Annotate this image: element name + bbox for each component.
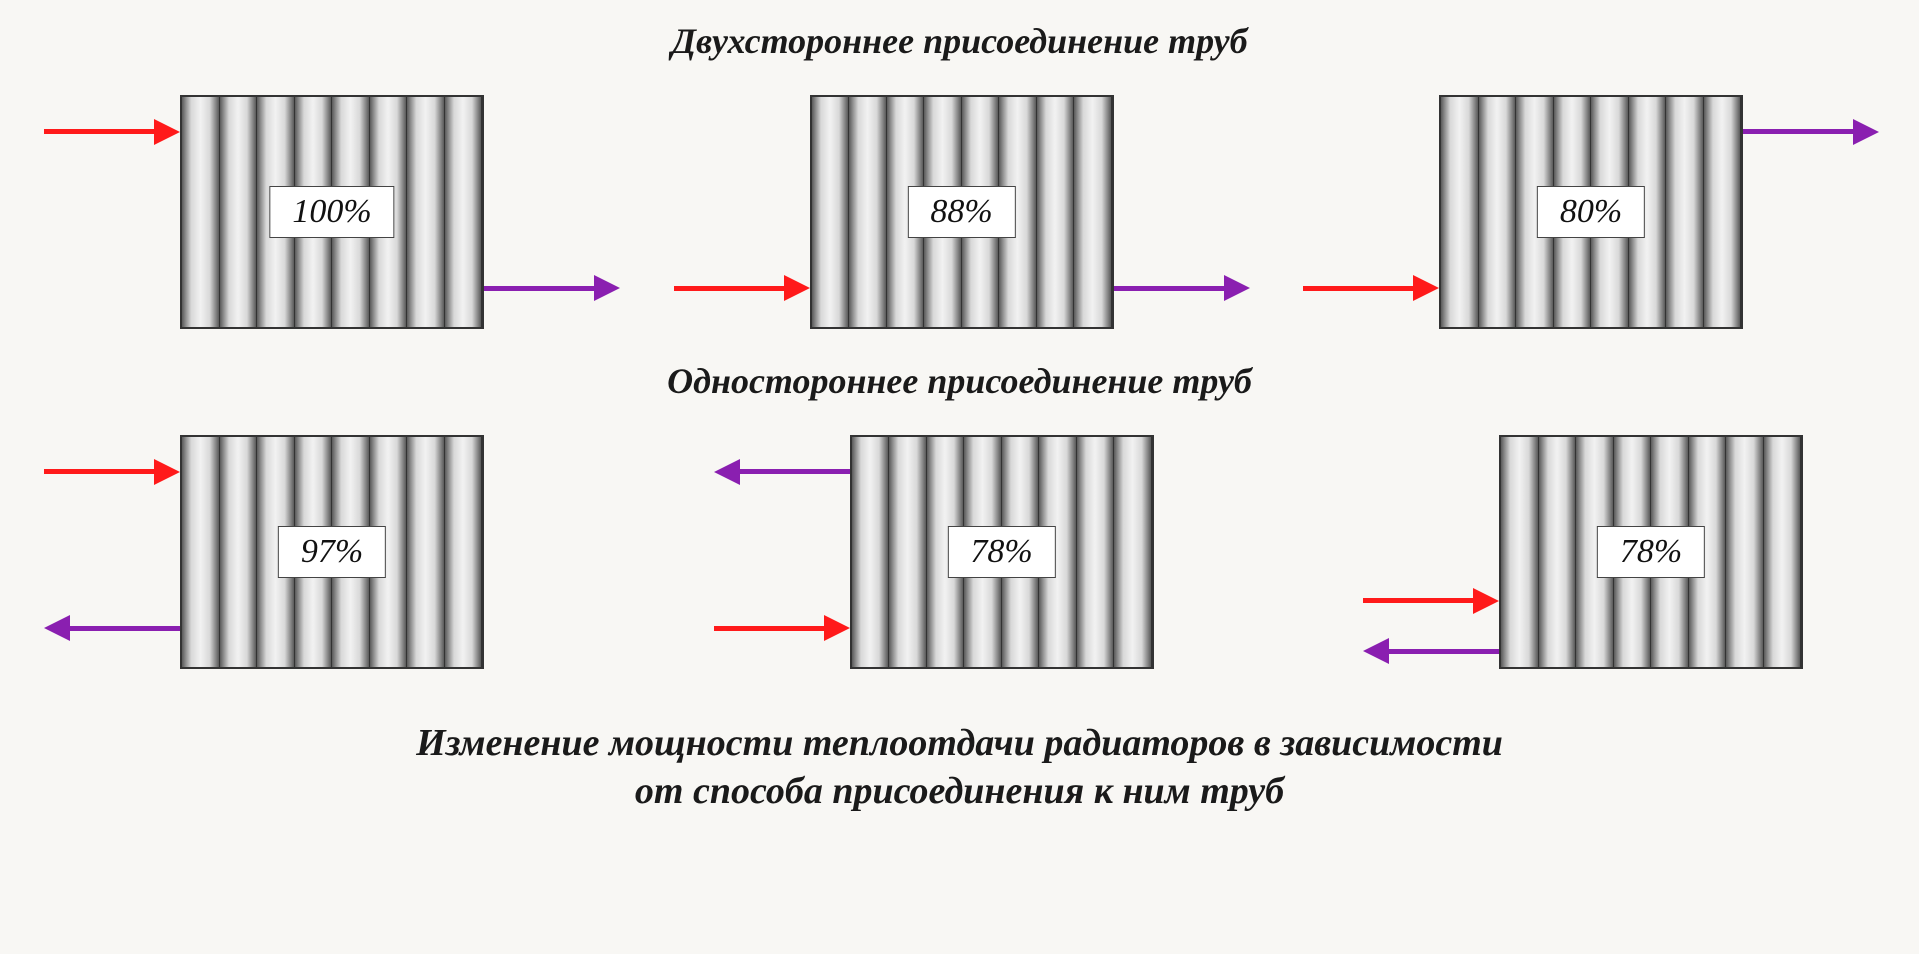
radiator: 100%	[180, 95, 484, 329]
radiator-fin	[407, 437, 445, 667]
efficiency-label: 97%	[278, 526, 386, 578]
arrow-shaft	[44, 469, 154, 474]
efficiency-label: 80%	[1537, 186, 1645, 238]
arrow-shaft	[1389, 649, 1499, 654]
section-title-1: Двухстороннее присоединение труб	[40, 20, 1879, 62]
radiator: 78%	[1499, 435, 1803, 669]
caption-line-2: от способа присоединения к ним труб	[635, 770, 1284, 812]
unit-0-1: 88%	[690, 80, 1230, 340]
row-two-sided: 100% 88% 80%	[60, 80, 1859, 340]
radiator-fin	[182, 437, 220, 667]
radiator-fin	[407, 97, 445, 327]
arrow-head-icon	[44, 615, 70, 641]
arrow-head-icon	[824, 615, 850, 641]
unit-1-2: 78%	[1319, 420, 1859, 680]
radiator-fin	[1764, 437, 1802, 667]
arrow-shaft	[484, 286, 594, 291]
radiator: 80%	[1439, 95, 1743, 329]
radiator-fin	[445, 437, 483, 667]
radiator: 88%	[810, 95, 1114, 329]
arrow-shaft	[1743, 129, 1853, 134]
efficiency-label: 88%	[907, 186, 1015, 238]
radiator-fin	[1704, 97, 1742, 327]
arrow-head-icon	[154, 459, 180, 485]
arrow-head-icon	[1853, 119, 1879, 145]
radiator-fin	[889, 437, 927, 667]
efficiency-label: 100%	[269, 186, 394, 238]
arrow-head-icon	[1413, 275, 1439, 301]
arrow-head-icon	[594, 275, 620, 301]
radiator-fin	[1726, 437, 1764, 667]
radiator-fin	[220, 437, 258, 667]
radiator-fin	[1441, 97, 1479, 327]
arrow-shaft	[740, 469, 850, 474]
radiator-fin	[849, 97, 887, 327]
radiator-fin	[1037, 97, 1075, 327]
arrow-head-icon	[1363, 638, 1389, 664]
arrow-shaft	[1114, 286, 1224, 291]
radiator-fin	[1077, 437, 1115, 667]
row-one-sided: 97% 78% 78%	[60, 420, 1859, 680]
arrow-head-icon	[1224, 275, 1250, 301]
radiator: 97%	[180, 435, 484, 669]
arrow-head-icon	[784, 275, 810, 301]
arrow-shaft	[674, 286, 784, 291]
arrow-shaft	[714, 626, 824, 631]
arrow-shaft	[70, 626, 180, 631]
efficiency-label: 78%	[947, 526, 1055, 578]
radiator-fin	[1539, 437, 1577, 667]
radiator-fin	[1114, 437, 1152, 667]
arrow-head-icon	[714, 459, 740, 485]
unit-1-0: 97%	[60, 420, 600, 680]
radiator: 78%	[850, 435, 1154, 669]
section-title-2: Одностороннее присоединение труб	[40, 360, 1879, 402]
unit-0-2: 80%	[1319, 80, 1859, 340]
radiator-fin	[445, 97, 483, 327]
unit-0-0: 100%	[60, 80, 600, 340]
arrow-shaft	[44, 129, 154, 134]
arrow-shaft	[1303, 286, 1413, 291]
radiator-fin	[182, 97, 220, 327]
radiator-fin	[852, 437, 890, 667]
radiator-fin	[812, 97, 850, 327]
caption-line-1: Изменение мощности теплоотдачи радиаторо…	[416, 722, 1503, 764]
page: Двухстороннее присоединение труб 100% 88…	[0, 0, 1919, 954]
unit-1-1: 78%	[690, 420, 1230, 680]
radiator-fin	[220, 97, 258, 327]
caption: Изменение мощности теплоотдачи радиаторо…	[40, 720, 1879, 815]
radiator-fin	[1479, 97, 1517, 327]
arrow-head-icon	[154, 119, 180, 145]
efficiency-label: 78%	[1597, 526, 1705, 578]
arrow-head-icon	[1473, 588, 1499, 614]
radiator-fin	[1074, 97, 1112, 327]
radiator-fin	[1501, 437, 1539, 667]
arrow-shaft	[1363, 598, 1473, 603]
radiator-fin	[1666, 97, 1704, 327]
